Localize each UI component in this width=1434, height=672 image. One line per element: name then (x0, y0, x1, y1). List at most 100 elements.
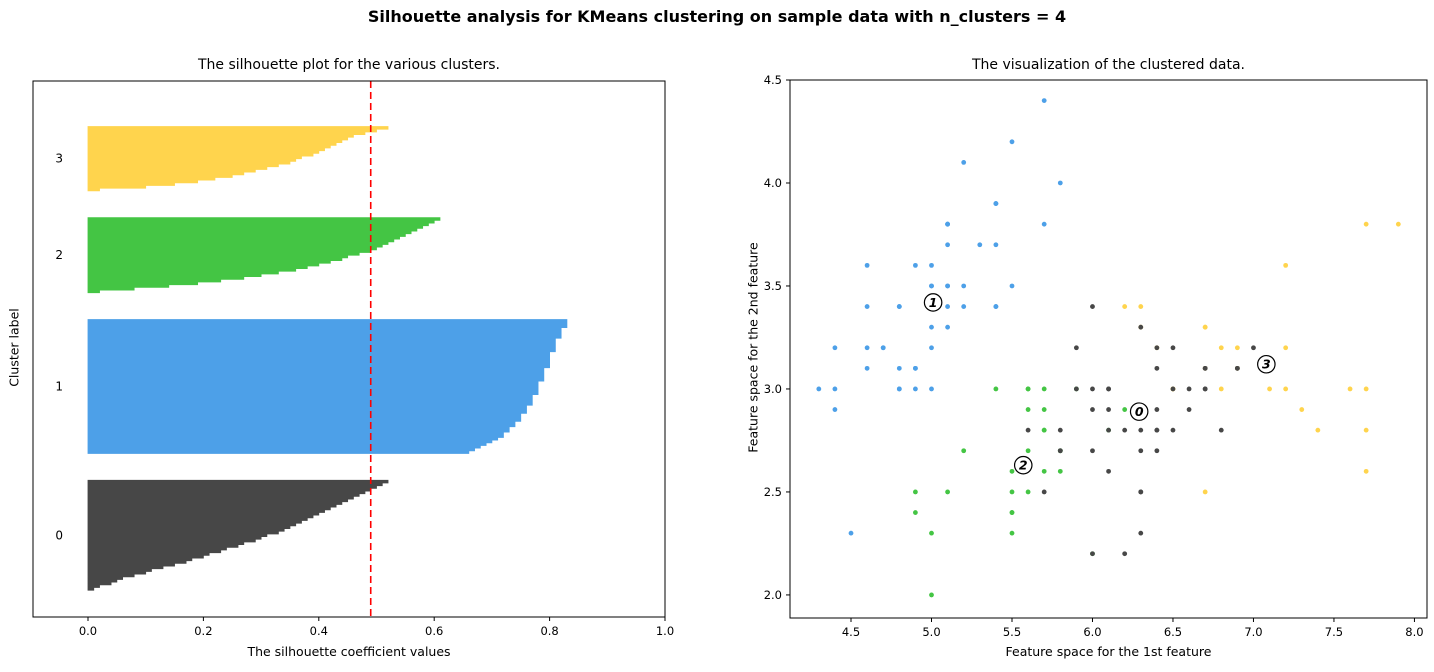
scatter-point (1090, 304, 1095, 309)
scatter-point (1090, 551, 1095, 557)
silhouette-cluster-3 (87, 126, 389, 192)
scatter-point (993, 201, 999, 206)
cluster-center-label-1: 1 (929, 295, 938, 310)
scatter-point (993, 304, 999, 309)
scatter-point (832, 345, 838, 351)
scatter-point (1251, 345, 1256, 351)
silhouette-xtick-label: 0.8 (540, 624, 558, 638)
scatter-point (1041, 468, 1047, 474)
scatter-xtick-label: 7.5 (1325, 625, 1343, 639)
scatter-point (1025, 427, 1031, 433)
scatter-point (832, 407, 838, 412)
scatter-point (1009, 530, 1015, 536)
scatter-point (945, 283, 950, 289)
scatter-point (1267, 386, 1272, 392)
scatter-point (913, 262, 918, 268)
scatter-point (1202, 365, 1208, 371)
scatter-point (1041, 221, 1047, 227)
scatter-point (1170, 345, 1176, 351)
scatter-point (945, 304, 950, 309)
cluster-tick-label-0: 0 (55, 528, 63, 542)
scatter-point (1154, 427, 1160, 433)
scatter-point (1138, 530, 1144, 536)
scatter-point (1154, 365, 1160, 371)
scatter-point (929, 283, 934, 289)
scatter-point (1186, 386, 1192, 392)
scatter-xtick-label: 5.5 (1003, 625, 1021, 639)
scatter-point (929, 592, 934, 598)
silhouette-xtick-label: 1.0 (656, 624, 674, 638)
scatter-xtick-label: 5.0 (922, 625, 940, 639)
cluster-tick-label-3: 3 (55, 152, 63, 166)
scatter-point (1363, 468, 1369, 474)
scatter-point (1299, 407, 1305, 412)
scatter-point (864, 304, 870, 309)
scatter-point (1090, 386, 1095, 392)
scatter-xtick-label: 7.0 (1244, 625, 1262, 639)
scatter-point (1138, 324, 1144, 330)
scatter-point (1106, 407, 1111, 412)
scatter-point (1138, 489, 1144, 495)
figure-title: Silhouette analysis for KMeans clusterin… (367, 7, 1067, 26)
scatter-ytick-label: 4.0 (764, 176, 782, 190)
scatter-point (1106, 386, 1111, 392)
scatter-point (929, 345, 934, 351)
scatter-point (1234, 345, 1240, 351)
scatter-point (1009, 139, 1015, 145)
scatter-point (913, 365, 918, 371)
scatter-point (1025, 386, 1031, 392)
scatter-ytick-label: 3.0 (764, 382, 782, 396)
scatter-point (1122, 407, 1128, 412)
scatter-ytick-label: 4.5 (764, 73, 782, 87)
scatter-point (961, 448, 967, 454)
scatter-point (929, 324, 934, 330)
scatter-point (1057, 427, 1063, 433)
scatter-point (977, 242, 983, 248)
scatter-point (1170, 386, 1176, 392)
scatter-point (961, 159, 967, 165)
scatter-point (993, 386, 999, 392)
scatter-point (1283, 262, 1289, 268)
scatter-point (1057, 468, 1063, 474)
silhouette-xaxis-label: The silhouette coefficient values (247, 644, 451, 659)
scatter-point (929, 386, 934, 392)
scatter-axes-frame (789, 79, 1428, 619)
scatter-xtick-label: 4.5 (842, 625, 860, 639)
cluster-center-label-3: 3 (1262, 357, 1271, 372)
scatter-point (1009, 468, 1015, 474)
scatter-point (1347, 386, 1353, 392)
scatter-point (1122, 551, 1128, 557)
scatter-point (896, 386, 902, 392)
scatter-point (1090, 448, 1095, 454)
scatter-point (896, 365, 902, 371)
scatter-point (816, 386, 822, 392)
silhouette-xtick-label: 0.2 (194, 624, 212, 638)
scatter-point (864, 262, 870, 268)
scatter-ytick-label: 2.0 (764, 588, 782, 602)
scatter-point (1041, 489, 1047, 495)
cluster-center-label-0: 0 (1135, 404, 1144, 419)
scatter-point (945, 324, 950, 330)
scatter-point (1041, 98, 1047, 103)
scatter-point (1202, 386, 1208, 392)
scatter-point (945, 242, 950, 248)
scatter-point (993, 242, 999, 248)
cluster-tick-label-1: 1 (55, 380, 63, 394)
silhouette-cluster-0 (87, 479, 389, 591)
scatter-point (1395, 221, 1401, 227)
scatter-point (1106, 427, 1111, 433)
scatter-xtick-label: 6.0 (1083, 625, 1101, 639)
cluster-center-marker-3 (1257, 354, 1276, 374)
scatter-point (832, 386, 838, 392)
scatter-point (1041, 386, 1047, 392)
scatter-point (1041, 427, 1047, 433)
scatter-xtick-label: 6.5 (1164, 625, 1182, 639)
scatter-point (1170, 427, 1176, 433)
scatter-point (1315, 427, 1321, 433)
silhouette-cluster-1 (87, 319, 568, 454)
cluster-tick-label-2: 2 (55, 248, 63, 262)
scatter-point (929, 530, 934, 536)
scatter-point (1025, 448, 1031, 454)
